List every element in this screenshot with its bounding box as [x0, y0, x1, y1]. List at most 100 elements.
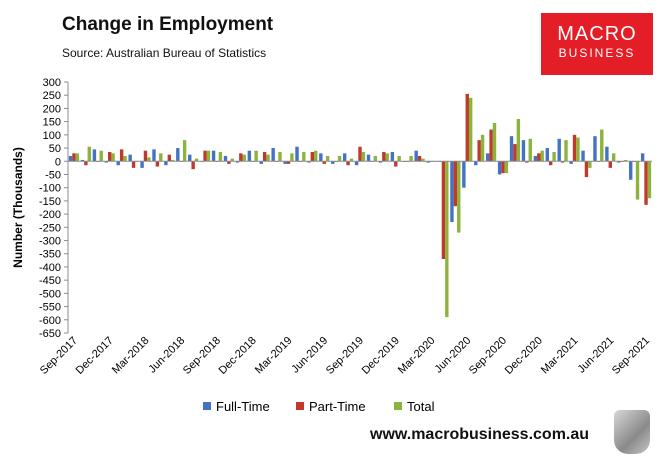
wolf-mascot-icon — [614, 410, 650, 454]
bar-full-time-jan-2019 — [259, 161, 263, 164]
bar-full-time-jun-2021 — [605, 146, 609, 162]
bar-part-time-jul-2020 — [477, 140, 481, 162]
bar-full-time-aug-2020 — [486, 153, 490, 162]
y-tick-label: -450 — [39, 275, 61, 287]
bar-full-time-nov-2019 — [378, 161, 383, 163]
bar-total-may-2020 — [457, 161, 461, 233]
y-tick-label: -650 — [39, 328, 61, 340]
logo-text-bottom: BUSINESS — [558, 46, 636, 60]
y-tick-label: -400 — [39, 262, 61, 274]
bar-full-time-dec-2020 — [533, 155, 538, 162]
bar-part-time-jun-2021 — [608, 161, 612, 168]
bar-part-time-dec-2017 — [108, 152, 112, 162]
y-tick-label: -200 — [39, 209, 61, 221]
x-tick-label: Dec-2020 — [503, 335, 545, 377]
bar-part-time-aug-2018 — [203, 150, 207, 162]
y-tick-label: -550 — [39, 302, 61, 314]
bar-full-time-may-2019 — [307, 161, 311, 163]
x-tick-label: Sep-2017 — [38, 335, 80, 377]
bar-total-jan-2021 — [552, 152, 556, 162]
bar-total-oct-2020 — [516, 118, 521, 162]
bar-part-time-oct-2018 — [227, 161, 231, 164]
bar-total-nov-2018 — [242, 154, 246, 162]
bar-total-sep-2019 — [361, 152, 366, 162]
bar-full-time-jun-2020 — [462, 161, 466, 188]
x-tick-label: Dec-2017 — [74, 335, 116, 377]
y-tick-label: 50 — [49, 143, 61, 155]
bar-part-time-jun-2019 — [322, 161, 326, 164]
bar-part-time-sep-2017 — [72, 153, 76, 162]
bar-part-time-feb-2020 — [417, 155, 422, 162]
bar-total-aug-2018 — [206, 150, 211, 162]
y-tick-label: 100 — [43, 130, 61, 142]
bar-part-time-sep-2020 — [501, 161, 505, 174]
bar-full-time-mar-2018 — [140, 161, 144, 168]
bar-total-oct-2018 — [230, 158, 234, 162]
x-tick-label: Dec-2019 — [360, 335, 402, 377]
bar-total-may-2018 — [171, 159, 175, 162]
bar-full-time-mar-2021 — [569, 161, 573, 164]
bar-full-time-dec-2017 — [104, 161, 109, 163]
y-tick-label: 150 — [43, 117, 61, 129]
bar-part-time-mar-2019 — [286, 161, 291, 164]
bar-full-time-sep-2021 — [640, 153, 645, 162]
x-tick-label: Sep-2021 — [610, 335, 652, 377]
y-tick-label: -100 — [39, 183, 61, 195]
chart-title: Change in Employment — [62, 14, 274, 35]
bar-total-jan-2020 — [409, 155, 413, 162]
bar-total-sep-2017 — [75, 153, 80, 162]
x-tick-label: Dec-2018 — [217, 335, 259, 377]
bar-full-time-aug-2021 — [629, 161, 633, 180]
bar-full-time-oct-2019 — [366, 154, 371, 162]
bar-total-feb-2019 — [278, 152, 282, 162]
bar-part-time-jan-2021 — [548, 161, 553, 166]
bar-total-nov-2017 — [99, 150, 103, 162]
bar-part-time-apr-2018 — [155, 161, 160, 167]
bar-part-time-apr-2020 — [441, 161, 446, 260]
y-tick-label: -250 — [39, 222, 61, 234]
bar-full-time-jul-2020 — [474, 161, 478, 166]
bar-part-time-aug-2020 — [489, 129, 493, 162]
website-url: www.macrobusiness.com.au — [370, 426, 590, 443]
bar-total-feb-2021 — [564, 140, 568, 162]
bar-total-apr-2020 — [445, 161, 449, 318]
bar-total-apr-2018 — [159, 153, 163, 162]
bar-part-time-oct-2020 — [513, 144, 517, 162]
bar-full-time-oct-2020 — [509, 136, 514, 162]
bar-total-apr-2019 — [302, 152, 306, 162]
bar-part-time-may-2018 — [167, 154, 172, 162]
chart-subtitle: Source: Australian Bureau of Statistics — [62, 46, 267, 60]
bar-full-time-feb-2021 — [557, 138, 561, 162]
bar-full-time-nov-2017 — [92, 149, 97, 162]
bar-full-time-may-2020 — [450, 161, 454, 223]
bar-total-aug-2021 — [635, 161, 640, 200]
bar-total-sep-2021 — [647, 161, 652, 199]
legend-label-total: Total — [407, 399, 435, 414]
bar-full-time-sep-2019 — [354, 161, 359, 166]
bar-part-time-aug-2019 — [346, 161, 350, 166]
y-tick-label: 250 — [43, 90, 61, 102]
bar-total-jun-2020 — [468, 97, 473, 162]
bar-total-aug-2020 — [492, 122, 497, 162]
bar-full-time-oct-2017 — [80, 159, 85, 162]
bar-total-mar-2019 — [290, 153, 294, 162]
bar-part-time-feb-2018 — [131, 161, 136, 168]
bar-total-nov-2019 — [385, 153, 389, 162]
bar-total-nov-2020 — [528, 138, 532, 162]
legend-swatch-part-time — [296, 402, 304, 410]
y-tick-label: 200 — [43, 103, 61, 115]
bar-part-time-oct-2017 — [84, 161, 88, 166]
bar-full-time-may-2021 — [593, 136, 597, 162]
bar-full-time-oct-2018 — [223, 155, 228, 162]
bar-full-time-apr-2021 — [581, 150, 585, 162]
bar-total-jan-2019 — [266, 154, 270, 162]
bar-part-time-mar-2018 — [143, 150, 148, 162]
bar-total-feb-2020 — [421, 158, 425, 162]
y-tick-label: -600 — [39, 315, 61, 327]
bar-full-time-jan-2021 — [545, 148, 549, 162]
bar-total-jul-2018 — [194, 158, 199, 162]
bar-full-time-apr-2018 — [152, 149, 156, 162]
bar-full-time-feb-2020 — [414, 150, 418, 162]
bar-full-time-sep-2020 — [497, 161, 502, 175]
